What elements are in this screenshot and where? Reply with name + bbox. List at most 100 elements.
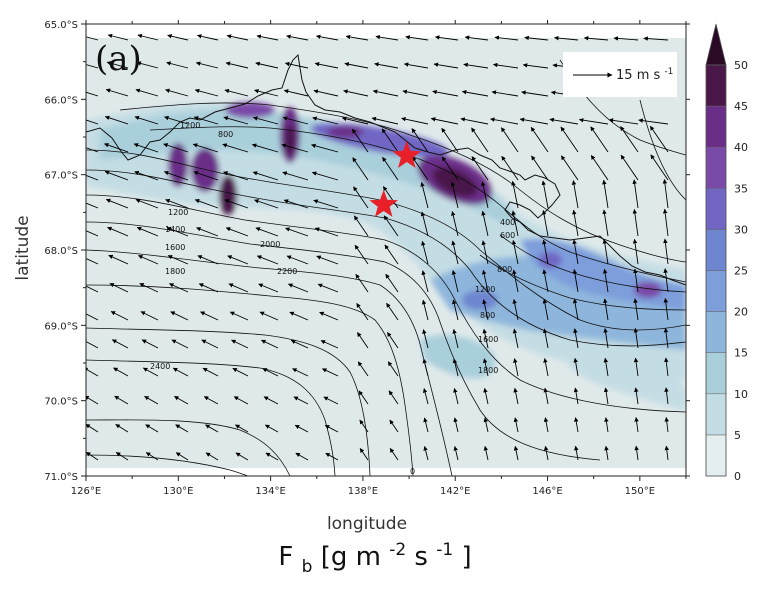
title-mid: s: [414, 542, 428, 572]
arrow-icon: [375, 34, 399, 41]
arrow-icon: [134, 170, 159, 181]
arrow-icon: [136, 226, 159, 237]
arrow-icon: [434, 35, 459, 41]
arrow-icon: [168, 283, 189, 293]
shade-far-southeast: [560, 348, 686, 410]
arrow-icon: [264, 424, 279, 433]
arrow-icon: [482, 358, 489, 377]
arrow-icon: [602, 239, 609, 265]
arrow-icon: [314, 61, 339, 69]
arrow-icon: [481, 240, 489, 265]
arrow-icon: [225, 227, 249, 237]
arrow-icon: [281, 143, 309, 153]
arrow-icon: [542, 269, 549, 293]
arrow-icon: [224, 88, 249, 97]
arrow-icon: [265, 452, 279, 461]
arrow-icon: [192, 143, 219, 153]
arrow-icon: [105, 198, 129, 209]
arrow-icon: [633, 327, 639, 349]
arrow-icon: [284, 61, 309, 69]
title-unit-close: ]: [461, 542, 471, 572]
arrow-icon: [193, 116, 219, 125]
arrow-icon: [388, 390, 399, 405]
x-tick-label: 150°E: [625, 486, 655, 497]
arrow-icon: [113, 367, 129, 377]
arrow-icon: [235, 424, 249, 433]
arrow-icon: [110, 311, 129, 321]
arrow-icon: [543, 417, 549, 433]
arrow-icon: [172, 367, 189, 377]
arrow-icon: [572, 298, 579, 321]
arrow-icon: [358, 390, 369, 405]
colorbar-cell: [705, 352, 727, 395]
contour-line: [86, 454, 249, 476]
arrow-icon: [543, 445, 549, 461]
arrow-icon: [513, 387, 519, 405]
arrow-icon: [295, 452, 309, 461]
arrow-icon: [252, 116, 279, 125]
arrow-icon: [285, 227, 309, 237]
arrow-icon: [387, 361, 399, 377]
arrow-icon: [137, 33, 159, 41]
arrow-icon: [481, 210, 489, 237]
x-tick-label: 126°E: [71, 486, 101, 497]
arrow-icon: [108, 254, 129, 265]
arrow-icon: [384, 244, 399, 265]
arrow-icon: [482, 299, 489, 321]
arrow-icon: [423, 417, 429, 433]
arrow-icon: [164, 115, 189, 125]
arrow-icon: [107, 33, 129, 41]
arrow-icon: [541, 210, 549, 237]
arrow-icon: [432, 89, 459, 97]
arrow-icon: [86, 36, 99, 41]
arrow-icon: [602, 209, 609, 237]
arrow-icon: [359, 419, 369, 433]
contours: [86, 59, 686, 476]
arrow-icon: [255, 227, 279, 237]
contour-label: 1200: [180, 121, 200, 130]
arrow-icon: [422, 358, 429, 377]
arrow-icon: [354, 244, 369, 265]
arrow-icon: [165, 198, 189, 209]
contour-line: [86, 249, 453, 476]
arrow-icon: [638, 118, 669, 125]
y-tick-label: 69.0°S: [44, 321, 78, 332]
arrow-icon: [166, 226, 189, 237]
arrow-icon: [482, 328, 489, 349]
arrow-icon: [200, 311, 219, 321]
arrow-icon: [483, 417, 489, 433]
arrow-icon: [663, 327, 669, 349]
arrow-icon: [471, 127, 489, 153]
arrow-icon: [163, 170, 189, 181]
arrow-icon: [530, 126, 549, 153]
arrow-icon: [194, 88, 219, 97]
arrow-icon: [387, 332, 399, 349]
arrow-icon: [286, 34, 309, 41]
arrow-icon: [175, 452, 189, 461]
arrow-icon: [144, 395, 159, 405]
arrow-icon: [512, 299, 519, 321]
arrow-icon: [590, 155, 609, 181]
arrow-icon: [294, 424, 309, 433]
y-axis-label: latitude: [13, 215, 33, 280]
contour-line: [86, 359, 336, 476]
arrow-icon: [359, 448, 369, 461]
arrow-icon: [634, 445, 639, 461]
arrow-icon: [341, 116, 369, 125]
arrow-icon: [571, 180, 579, 209]
shade-core-132: [219, 175, 237, 215]
arrow-icon: [643, 36, 669, 41]
colorbar-tick-label: 50: [734, 59, 748, 72]
station-markers: [369, 140, 421, 217]
colorbar-cell: [705, 434, 727, 477]
arrow-icon: [282, 116, 309, 125]
arrow-icon: [573, 357, 579, 377]
arrow-icon: [632, 238, 639, 265]
contour-line: [86, 327, 371, 476]
contour-label: 1600: [478, 335, 498, 344]
x-tick-label: 146°E: [532, 486, 562, 497]
colorbar-labels: 0 5 10 15 20 25 30 35 40 45 50: [734, 59, 748, 483]
arrow-icon: [105, 88, 129, 97]
colorbar-cell: [705, 270, 727, 312]
y-tick-label: 71.0°S: [44, 472, 78, 483]
